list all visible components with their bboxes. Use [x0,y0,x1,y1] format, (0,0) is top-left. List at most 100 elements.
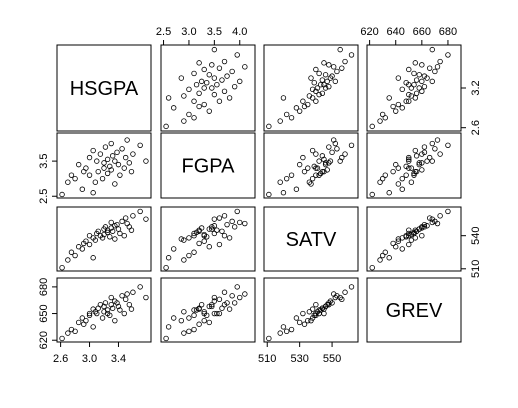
point [411,81,417,88]
point [117,307,123,313]
point [429,140,435,147]
point [124,137,130,143]
panel-frame [366,277,462,343]
point [421,149,428,156]
point [226,306,233,312]
point [86,241,93,248]
point [421,144,428,150]
point [171,105,177,111]
point [209,224,215,230]
point [293,105,300,111]
point [266,191,272,198]
point [342,289,348,295]
point [399,175,405,182]
variable-label: FGPA [182,156,236,178]
point [186,86,192,93]
point [421,73,428,79]
point [234,284,240,290]
point [399,235,405,241]
point [229,68,235,75]
point [242,64,248,70]
variable-label: HSGPA [70,78,139,100]
point [201,309,207,315]
point [321,310,327,317]
point [283,111,290,118]
point [86,312,93,319]
point [219,305,225,311]
point [301,103,308,110]
point [196,60,202,66]
point [382,172,388,178]
point [92,237,99,243]
point [72,252,78,259]
point [445,142,451,148]
y-tick-label: 650 [38,304,50,322]
point [324,301,330,308]
panel-frame [263,44,359,132]
point [128,168,135,175]
point [399,105,405,111]
point [65,257,71,263]
point [339,65,345,71]
point [181,257,187,263]
panel-frame [56,277,152,343]
point [126,224,133,230]
point [128,306,135,312]
point [406,98,412,104]
point [393,108,399,114]
point [313,66,319,73]
point [296,161,303,168]
point [337,294,343,301]
point [421,224,428,230]
panel-frame [160,44,256,132]
point [226,235,233,241]
point [95,168,101,175]
point [379,252,386,259]
point [395,181,402,187]
point [313,98,319,104]
point [421,83,428,90]
point [429,216,435,222]
point [316,172,322,178]
point [181,330,187,336]
point [75,319,82,326]
point [432,68,438,75]
point [181,237,187,243]
point [214,310,220,317]
point [59,191,65,198]
point [107,163,113,170]
point [234,52,240,58]
point [406,154,412,161]
point [90,324,96,330]
point [324,78,330,85]
point [165,255,172,261]
point [107,234,113,240]
point [277,179,283,185]
x-tick-label: 2.5 [156,26,171,38]
point [115,226,122,232]
point [81,321,87,327]
point [313,165,319,171]
point [209,62,215,68]
point [108,167,114,173]
point [408,237,415,243]
point [216,215,223,221]
point [201,310,207,317]
point [126,160,133,166]
point [221,58,228,65]
point [102,300,109,306]
point [313,310,319,317]
point [309,175,316,182]
point [92,179,99,185]
point [293,315,300,321]
point [283,328,290,335]
point [395,165,402,171]
point [316,91,322,98]
point [198,301,205,308]
point [209,226,215,232]
point [319,90,326,96]
point [201,101,207,108]
point [201,317,207,324]
point [288,326,295,333]
point [121,232,127,239]
